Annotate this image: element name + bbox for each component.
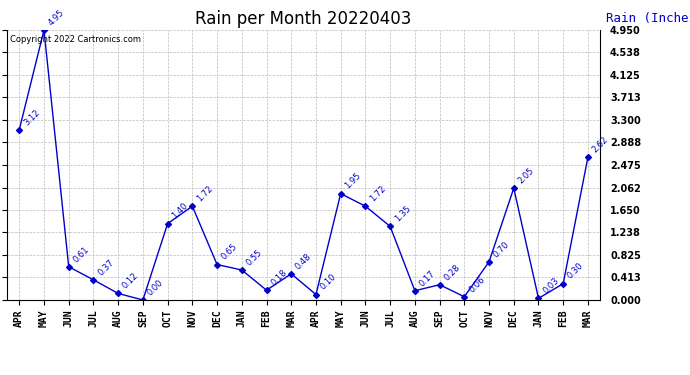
Text: 0.18: 0.18 [269,268,288,287]
Text: 0.55: 0.55 [244,248,264,267]
Text: Rain (Inches): Rain (Inches) [607,12,690,25]
Text: 4.95: 4.95 [47,8,66,27]
Text: 1.72: 1.72 [195,184,215,203]
Text: 1.95: 1.95 [344,171,363,191]
Text: 1.35: 1.35 [393,204,413,224]
Text: 0.48: 0.48 [294,252,313,271]
Text: 0.17: 0.17 [417,268,437,288]
Text: 0.10: 0.10 [319,272,338,292]
Title: Rain per Month 20220403: Rain per Month 20220403 [195,10,412,28]
Text: 0.06: 0.06 [467,274,486,294]
Text: 0.03: 0.03 [541,276,561,296]
Text: 2.62: 2.62 [591,135,610,154]
Text: 0.28: 0.28 [442,262,462,282]
Text: 0.61: 0.61 [72,244,91,264]
Text: 0.65: 0.65 [220,242,239,262]
Text: 3.12: 3.12 [22,108,41,127]
Text: 0.30: 0.30 [566,261,585,281]
Text: 1.72: 1.72 [368,184,388,203]
Text: 0.12: 0.12 [121,272,140,291]
Text: Copyright 2022 Cartronics.com: Copyright 2022 Cartronics.com [10,35,141,44]
Text: 1.40: 1.40 [170,201,190,221]
Text: 2.05: 2.05 [517,166,536,185]
Text: 0.37: 0.37 [96,258,116,277]
Text: 0.00: 0.00 [146,278,165,297]
Text: 0.70: 0.70 [492,240,511,259]
